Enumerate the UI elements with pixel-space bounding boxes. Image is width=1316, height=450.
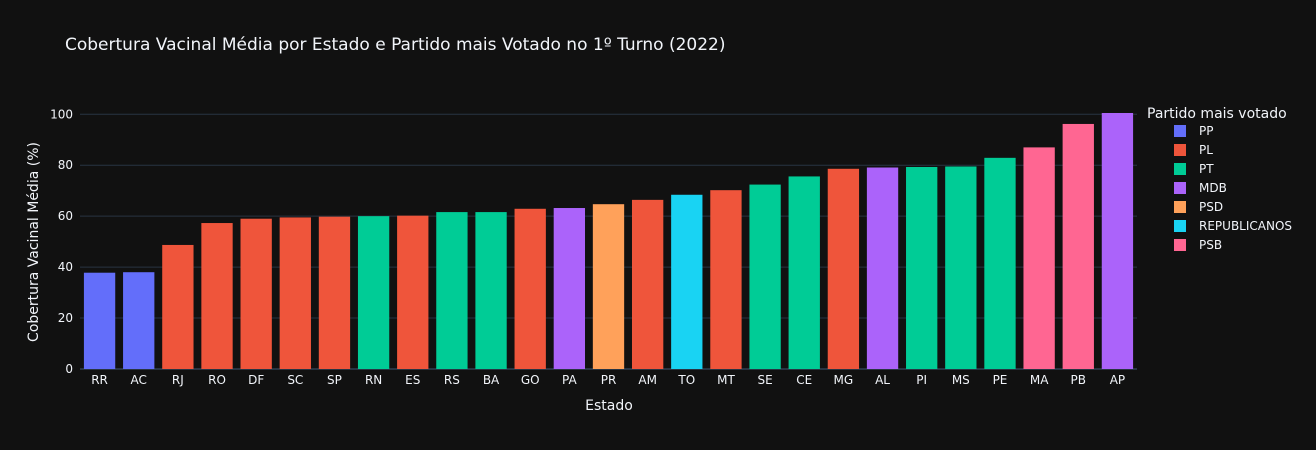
- x-tick-label: GO: [521, 373, 540, 387]
- bar-es: [397, 215, 429, 369]
- x-tick-label: SC: [287, 373, 303, 387]
- x-tick-label: RR: [91, 373, 108, 387]
- x-tick-label: SE: [757, 373, 772, 387]
- x-tick-labels: RR AC RJ RO DF SC SP RN ES RS BA GO PA PR AM TO MT SE CE MG…: [91, 373, 1125, 387]
- bar-mt: [710, 190, 742, 369]
- y-tick-labels: 0 20 40 60 80 100: [50, 107, 73, 376]
- x-tick-label: CE: [796, 373, 812, 387]
- bar-rn: [357, 216, 390, 369]
- bar-go: [514, 208, 546, 369]
- x-tick-label: MG: [834, 373, 854, 387]
- bar-ma: [1023, 147, 1055, 369]
- x-tick-label: PI: [916, 373, 927, 387]
- bars: [83, 113, 1134, 369]
- x-tick-label: RO: [208, 373, 226, 387]
- bar-ac: [123, 272, 155, 369]
- legend-swatch-pp[interactable]: [1174, 125, 1186, 137]
- legend: Partido mais votado PP PL PT MDB PSD REPUBLIC…: [1147, 106, 1292, 252]
- x-tick-label: RS: [444, 373, 460, 387]
- bar-ap: [1101, 113, 1134, 369]
- x-tick-label: MA: [1030, 373, 1049, 387]
- x-tick-label: AM: [638, 373, 657, 387]
- x-tick-label: BA: [483, 373, 500, 387]
- y-axis-label: Cobertura Vacinal Média (%): [26, 142, 42, 342]
- y-tick-label: 40: [58, 260, 73, 274]
- legend-swatch-mdb[interactable]: [1174, 182, 1186, 194]
- legend-label-pp[interactable]: PP: [1199, 124, 1213, 138]
- bar-pa: [553, 208, 586, 369]
- chart-title: Cobertura Vacinal Média por Estado e Par…: [65, 35, 725, 55]
- x-tick-label: PR: [601, 373, 617, 387]
- legend-label-psb[interactable]: PSB: [1199, 238, 1222, 252]
- y-tick-label: 20: [58, 311, 73, 325]
- x-tick-label: MT: [717, 373, 735, 387]
- x-tick-label: TO: [677, 373, 695, 387]
- bar-to: [671, 194, 703, 369]
- bar-al: [866, 167, 899, 369]
- bar-rj: [162, 244, 194, 369]
- x-tick-label: PB: [1071, 373, 1086, 387]
- bar-ro: [201, 223, 233, 369]
- bar-sp: [318, 216, 351, 369]
- legend-swatch-psb[interactable]: [1174, 239, 1186, 251]
- x-tick-label: DF: [248, 373, 264, 387]
- x-axis-label: Estado: [585, 398, 633, 414]
- bar-ba: [475, 212, 507, 369]
- bar-am: [631, 199, 664, 369]
- legend-label-republicanos[interactable]: REPUBLICANOS: [1199, 219, 1292, 233]
- legend-label-psd[interactable]: PSD: [1199, 200, 1223, 214]
- legend-label-pl[interactable]: PL: [1199, 143, 1213, 157]
- x-tick-label: RJ: [172, 373, 184, 387]
- bar-ce: [788, 176, 820, 369]
- bar-rs: [436, 212, 468, 369]
- bar-pe: [984, 157, 1016, 369]
- bar-ms: [945, 166, 977, 369]
- x-tick-label: PA: [562, 373, 577, 387]
- legend-swatch-pl[interactable]: [1174, 144, 1186, 156]
- y-tick-label: 0: [65, 362, 73, 376]
- y-tick-label: 100: [50, 107, 73, 121]
- legend-swatch-psd[interactable]: [1174, 201, 1186, 213]
- bar-df: [240, 218, 272, 369]
- legend-label-mdb[interactable]: MDB: [1199, 181, 1227, 195]
- x-tick-label: MS: [952, 373, 970, 387]
- x-tick-label: RN: [365, 373, 382, 387]
- legend-swatch-republicanos[interactable]: [1174, 220, 1186, 232]
- x-tick-label: AP: [1110, 373, 1125, 387]
- legend-swatch-pt[interactable]: [1174, 163, 1186, 175]
- x-tick-label: ES: [405, 373, 420, 387]
- x-tick-label: AC: [131, 373, 147, 387]
- legend-label-pt[interactable]: PT: [1199, 162, 1214, 176]
- bar-pi: [906, 167, 938, 369]
- bar-rr: [83, 272, 116, 369]
- x-tick-label: AL: [875, 373, 890, 387]
- bar-sc: [279, 217, 311, 369]
- bar-pb: [1062, 123, 1094, 369]
- x-tick-label: PE: [993, 373, 1008, 387]
- y-tick-label: 80: [58, 158, 73, 172]
- y-tick-label: 60: [58, 209, 73, 223]
- bar-pr: [592, 204, 625, 369]
- legend-title: Partido mais votado: [1147, 106, 1287, 122]
- x-tick-label: SP: [327, 373, 342, 387]
- bar-se: [749, 184, 781, 369]
- bar-mg: [827, 168, 860, 369]
